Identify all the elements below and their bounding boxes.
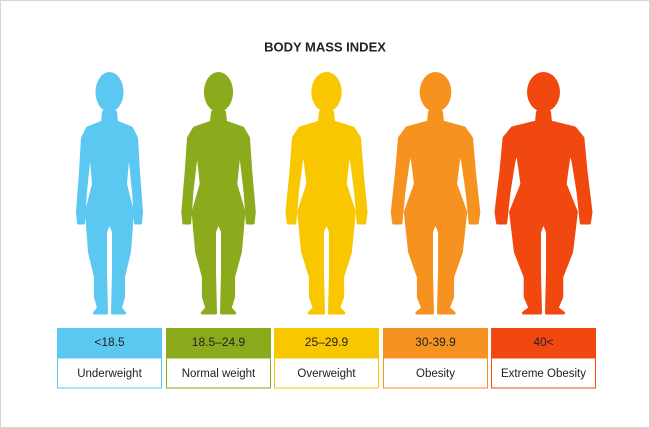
label-box [166,357,271,389]
label-text: Obesity [416,368,455,380]
figure [285,72,368,315]
range-text: 40< [533,335,553,349]
range-text: 25–29.9 [305,335,349,349]
range-box [274,328,379,358]
label-box [491,357,596,389]
figure-body [390,110,481,315]
figure-body [181,110,256,315]
range-box [491,328,596,358]
figure-body [76,110,143,315]
label-text: Underweight [77,368,142,380]
figure-body [494,110,593,315]
label-box [383,357,488,389]
label-text: Overweight [297,368,356,380]
title: BODY MASS INDEX [264,39,386,54]
figure-head [95,72,124,112]
figure [181,72,256,315]
range-text: <18.5 [94,335,125,349]
figure [494,72,593,315]
figure [390,72,481,315]
label-text: Extreme Obesity [501,368,586,380]
label-text: Normal weight [182,368,256,380]
figure-head [311,72,342,112]
figure-head [203,72,234,112]
figure-body [285,110,368,315]
label-box [57,357,162,389]
range-text: 30-39.9 [415,335,456,349]
range-box [383,328,488,358]
range-box [166,328,271,358]
figure-head [419,72,452,112]
figure-head [527,72,560,112]
label-box [274,357,379,389]
range-box [57,328,162,358]
figure [76,72,143,315]
range-text: 18.5–24.9 [192,335,246,349]
